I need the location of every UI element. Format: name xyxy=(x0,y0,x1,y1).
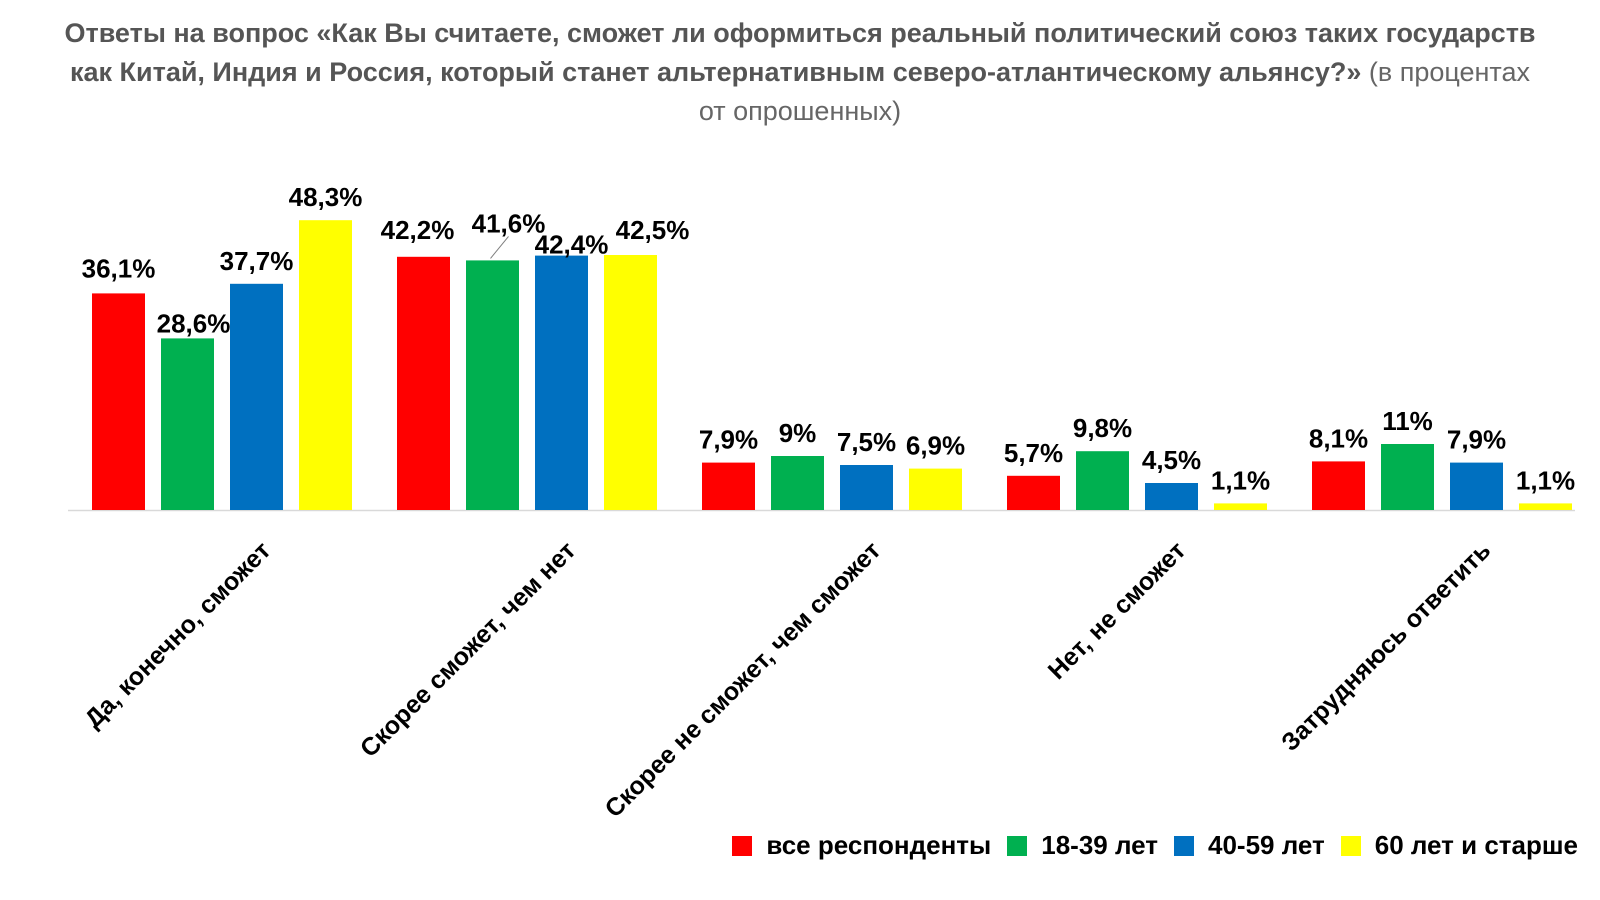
data-label-40-59-cat3: 7,5% xyxy=(837,427,896,457)
data-label-40-59-cat2: 42,4% xyxy=(535,230,609,260)
legend-item-18-39: 18-39 лет xyxy=(1007,830,1158,861)
legend-item-40-59: 40-59 лет xyxy=(1173,830,1325,861)
bar-18-39-cat3 xyxy=(771,456,824,510)
chart-title-main: Ответы на вопрос «Как Вы считаете, сможе… xyxy=(64,18,1536,87)
bar-40-59-cat5 xyxy=(1450,462,1503,510)
bar-all-cat3 xyxy=(702,462,755,510)
data-label-all-cat5: 8,1% xyxy=(1309,423,1368,453)
bar-40-59-cat2 xyxy=(535,255,588,510)
data-label-60-plus-cat5: 1,1% xyxy=(1516,465,1575,495)
bar-all-cat4 xyxy=(1007,475,1060,510)
data-label-18-39-cat3: 9% xyxy=(779,418,817,448)
legend-swatch-all xyxy=(732,835,753,856)
bar-60-plus-cat3 xyxy=(909,468,962,510)
label-leader-line xyxy=(490,236,509,259)
data-label-all-cat1: 36,1% xyxy=(82,253,156,283)
data-label-all-cat2: 42,2% xyxy=(381,215,455,245)
data-label-60-plus-cat2: 42,5% xyxy=(616,215,690,245)
legend-label-18-39: 18-39 лет xyxy=(1041,830,1158,860)
bar-60-plus-cat5 xyxy=(1519,503,1572,510)
bar-40-59-cat3 xyxy=(840,465,893,510)
data-label-60-plus-cat4: 1,1% xyxy=(1211,465,1270,495)
category-label-4: Нет, не сможет xyxy=(1043,536,1192,685)
chart-title-subtitle: (в процентах от опрошенных) xyxy=(698,57,1531,126)
data-label-40-59-cat1: 37,7% xyxy=(220,246,294,276)
bar-60-plus-cat1 xyxy=(299,220,352,510)
data-label-18-39-cat1: 28,6% xyxy=(157,308,231,338)
bar-18-39-cat5 xyxy=(1381,444,1434,510)
legend-swatch-40-59 xyxy=(1173,835,1194,856)
legend-item-all: все респонденты xyxy=(732,830,991,861)
data-label-60-plus-cat3: 6,9% xyxy=(906,431,965,461)
bar-18-39-cat1 xyxy=(161,338,214,510)
bar-18-39-cat4 xyxy=(1076,451,1129,510)
legend-label-all: все респонденты xyxy=(766,830,992,860)
bar-40-59-cat4 xyxy=(1145,483,1198,510)
bar-all-cat2 xyxy=(397,256,450,510)
data-label-60-plus-cat1: 48,3% xyxy=(289,182,363,212)
category-label-3: Скорее не сможет, чем сможет xyxy=(600,536,887,823)
bar-60-plus-cat2 xyxy=(604,255,657,510)
category-label-2: Скорее сможет, чем нет xyxy=(355,536,581,762)
data-label-40-59-cat4: 4,5% xyxy=(1142,445,1201,475)
bar-all-cat1 xyxy=(92,293,145,510)
data-label-18-39-cat5: 11% xyxy=(1382,406,1433,436)
chart-title: Ответы на вопрос «Как Вы считаете, сможе… xyxy=(60,14,1540,131)
legend-label-40-59: 40-59 лет xyxy=(1207,830,1325,860)
data-label-all-cat4: 5,7% xyxy=(1004,438,1063,468)
bar-60-plus-cat4 xyxy=(1214,503,1267,510)
legend-label-60-plus: 60 лет и старше xyxy=(1374,830,1578,860)
data-label-all-cat3: 7,9% xyxy=(699,425,758,455)
legend-item-60-plus: 60 лет и старше xyxy=(1340,830,1578,861)
legend-swatch-60-plus xyxy=(1340,835,1361,856)
bar-all-cat5 xyxy=(1312,461,1365,510)
data-label-40-59-cat5: 7,9% xyxy=(1447,425,1506,455)
data-label-18-39-cat4: 9,8% xyxy=(1073,413,1132,443)
legend: все респонденты 18-39 лет 40-59 лет 60 л… xyxy=(716,830,1578,861)
bar-40-59-cat1 xyxy=(230,283,283,510)
legend-swatch-18-39 xyxy=(1007,835,1028,856)
data-label-18-39-cat2: 41,6% xyxy=(472,208,546,238)
bar-18-39-cat2 xyxy=(466,260,519,510)
category-label-1: Да, конечно, сможет xyxy=(79,536,276,733)
category-label-5: Затрудняюсь ответить xyxy=(1276,536,1496,756)
